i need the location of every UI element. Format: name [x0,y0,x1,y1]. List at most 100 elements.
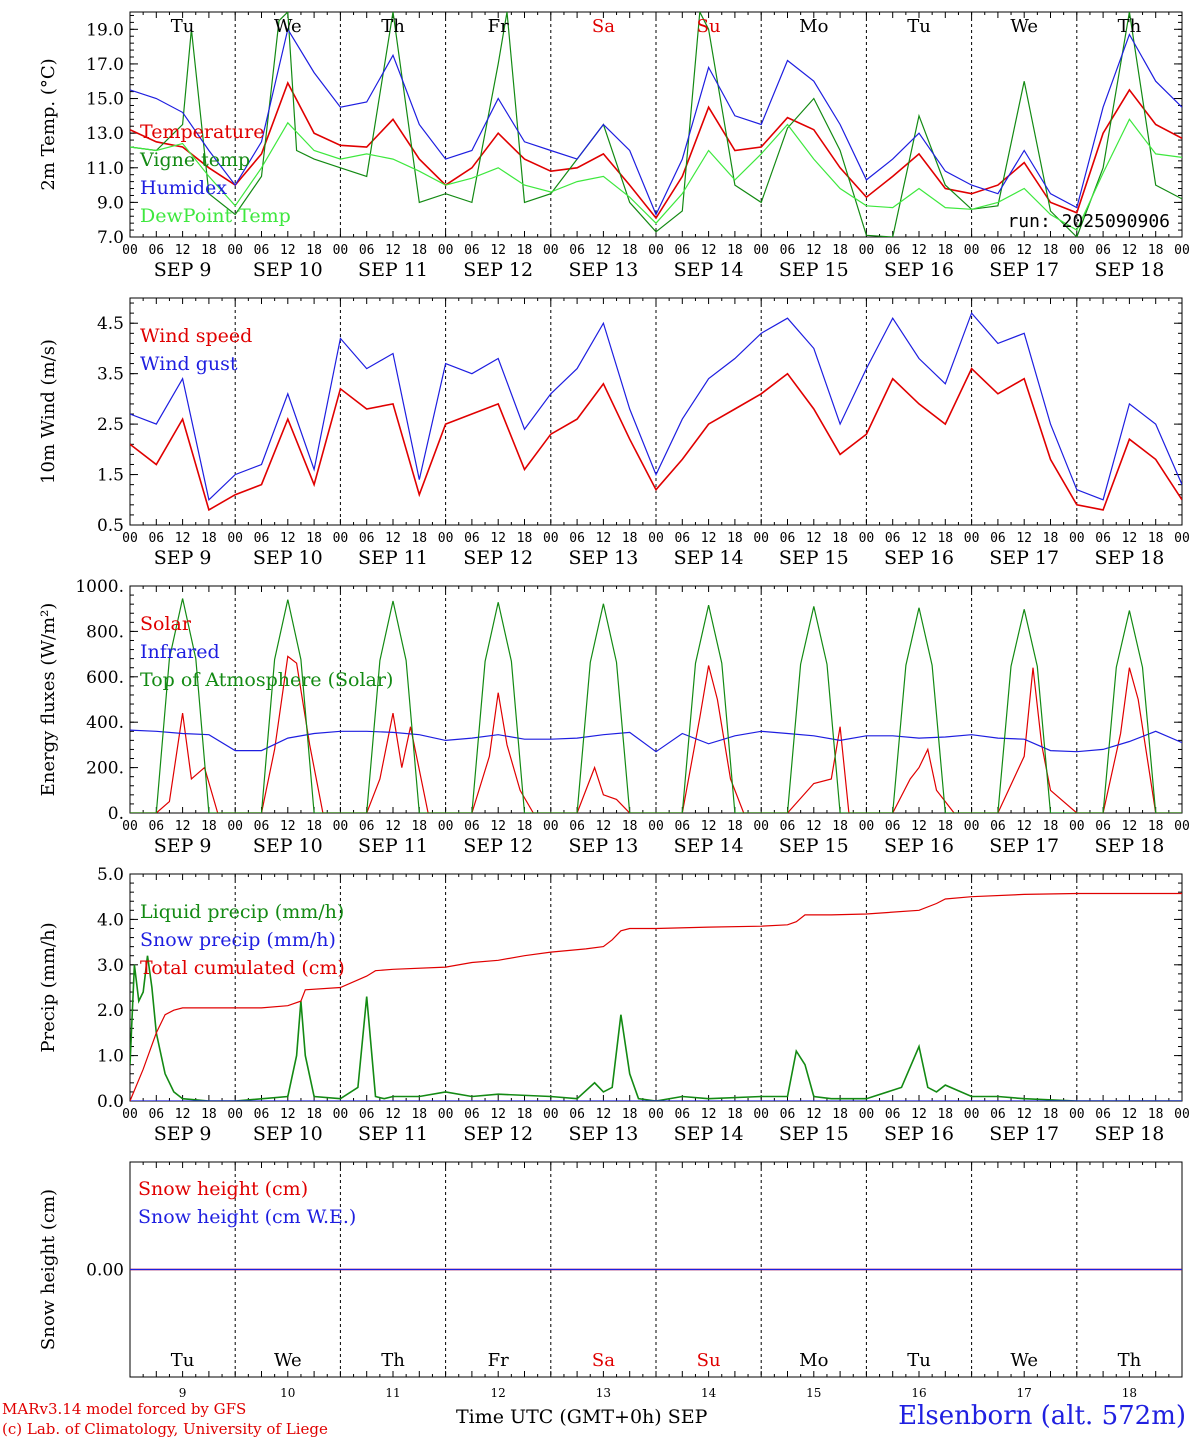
hour-tick-label: 00 [1174,531,1190,546]
hour-tick-label: 12 [1122,819,1138,834]
hour-tick-label: 00 [1174,1107,1190,1122]
date-label: SEP 12 [463,835,533,857]
y-tick-label: 17.0 [86,55,124,75]
date-label: SEP 17 [989,259,1059,281]
hour-tick-label: 00 [543,819,559,834]
y-tick-label: 2.0 [97,1001,124,1021]
hour-tick-label: 18 [622,1107,638,1122]
date-label: SEP 15 [779,259,849,281]
hour-tick-label: 12 [385,243,401,258]
hour-tick-label: 18 [411,819,427,834]
series-line-solar [130,655,1182,813]
legend-entry: Total cumulated (cm) [140,957,345,979]
hour-tick-label: 06 [780,1107,796,1122]
hour-tick-label: 18 [306,531,322,546]
hour-tick-label: 00 [122,243,138,258]
day-number-label: 9 [179,1386,187,1400]
y-tick-label: 0.00 [86,1261,124,1281]
weekday-label: Tu [171,16,195,37]
date-label: SEP 14 [674,1123,744,1145]
series-line-humidex [130,27,1182,216]
hour-tick-label: 00 [648,1107,664,1122]
y-tick-label: 600. [86,668,124,688]
hour-tick-label: 06 [359,531,375,546]
hour-tick-label: 12 [490,243,506,258]
date-label: SEP 18 [1094,259,1164,281]
hour-tick-label: 06 [1095,819,1111,834]
y-axis-label: Precip (mm/h) [38,922,59,1052]
month-label: SEP [667,1406,708,1428]
hour-tick-label: 00 [964,819,980,834]
hour-tick-label: 06 [780,243,796,258]
meteogram-figure: 7.0 9.0 11.0 13.0 15.0 17.0 19.0 2m Temp. (°C) T… [38,11,1190,1400]
y-axis-label: 2m Temp. (°C) [38,58,59,190]
legend-entry: Temperature [140,121,264,143]
legend-entry: Liquid precip (mm/h) [140,901,344,923]
hour-tick-label: 12 [280,819,296,834]
hour-tick-label: 06 [464,531,480,546]
day-number-label: 14 [701,1386,717,1400]
date-label: SEP 11 [358,259,428,281]
date-label: SEP 16 [884,259,954,281]
hour-tick-label: 12 [280,1107,296,1122]
series-line-wind-gust [130,311,1182,501]
hour-tick-label: 06 [990,819,1006,834]
series-line-vigne-temp [130,12,1182,237]
hour-tick-label: 12 [175,819,191,834]
hour-tick-label: 18 [622,243,638,258]
hour-tick-label: 12 [596,243,612,258]
date-label: SEP 17 [989,1123,1059,1145]
hour-tick-label: 00 [859,531,875,546]
series-line-temperature [130,81,1182,220]
hour-tick-label: 06 [990,531,1006,546]
y-tick-label: 0.5 [97,516,124,536]
date-label: SEP 14 [674,259,744,281]
y-tick-label: 19.0 [86,20,124,40]
hour-tick-label: 00 [543,531,559,546]
hour-tick-label: 06 [254,819,270,834]
weekday-label: Sa [592,1350,615,1371]
hour-tick-label: 06 [569,819,585,834]
weekday-label: We [1010,1350,1038,1371]
hour-tick-label: 00 [122,531,138,546]
day-number-label: 13 [596,1386,611,1400]
hour-tick-label: 18 [201,1107,217,1122]
date-label: SEP 16 [884,835,954,857]
weekday-label: Tu [907,1350,931,1371]
y-tick-label: 1.0 [97,1047,124,1067]
hour-tick-label: 12 [175,1107,191,1122]
legend-entry: Wind speed [140,325,252,347]
hour-tick-label: 06 [1095,1107,1111,1122]
hour-tick-label: 18 [832,1107,848,1122]
date-label: SEP 14 [674,547,744,569]
date-label: SEP 12 [463,1123,533,1145]
hour-tick-label: 12 [806,243,822,258]
hour-tick-label: 18 [832,243,848,258]
hour-tick-label: 00 [753,243,769,258]
date-label: SEP 15 [779,1123,849,1145]
hour-tick-label: 18 [201,243,217,258]
hour-tick-label: 06 [674,531,690,546]
weekday-label: Su [697,16,721,37]
hour-tick-label: 18 [517,819,533,834]
y-tick-label: 9.0 [97,193,124,213]
hour-tick-label: 06 [359,243,375,258]
hour-tick-label: 00 [859,1107,875,1122]
hour-tick-label: 18 [1148,531,1164,546]
hour-tick-label: 12 [490,531,506,546]
date-label: SEP 13 [568,835,638,857]
weekday-label: Th [1118,16,1142,37]
hour-tick-label: 06 [1095,243,1111,258]
series-line-infrared [130,729,1182,753]
hour-tick-label: 06 [359,819,375,834]
weekday-label: Sa [592,16,615,37]
hour-tick-label: 06 [569,531,585,546]
y-tick-label: 2.5 [97,415,124,435]
panel-5: 0.00 Snow height (cm) Snow height (cm) Snow… [38,1161,1183,1400]
hour-tick-label: 00 [438,819,454,834]
hour-tick-label: 18 [517,531,533,546]
y-tick-label: 3.5 [97,365,124,385]
y-tick-label: 5.0 [97,865,124,885]
hour-tick-label: 12 [806,819,822,834]
hour-tick-label: 00 [1069,1107,1085,1122]
